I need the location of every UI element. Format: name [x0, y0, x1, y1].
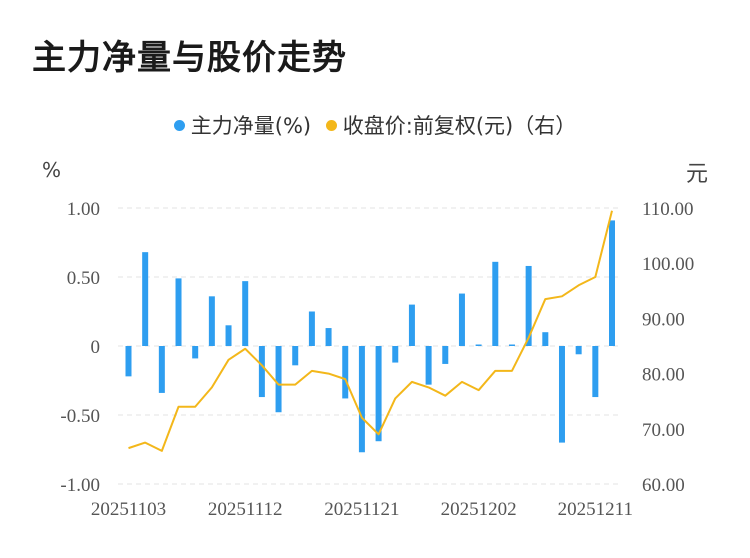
legend-dot-net-volume [173, 120, 185, 131]
bar-series [125, 220, 615, 453]
x-axis-ticks: 20251103 20251112 20251121 20251202 20251211 [91, 499, 633, 520]
right-axis-ticks: 110.00 100.00 90.00 80.00 70.00 60.00 [642, 199, 694, 496]
bar [258, 346, 265, 398]
x-tick-label: 20251202 [441, 499, 517, 520]
bar [442, 346, 449, 364]
bar [342, 346, 349, 399]
price-line [128, 210, 613, 452]
legend-item-close-price[interactable]: 收盘价:前复权(元)（右） [325, 110, 577, 140]
bar [458, 293, 465, 346]
bar [375, 346, 382, 442]
left-tick-label: 0 [91, 337, 101, 358]
line-series [128, 210, 613, 452]
legend-label-net-volume: 主力净量(%) [190, 114, 312, 138]
bar [208, 296, 215, 346]
bar [508, 344, 515, 346]
right-tick-label: 110.00 [642, 199, 694, 220]
left-tick-label: 1.00 [67, 199, 100, 220]
right-tick-label: 70.00 [642, 420, 685, 441]
bar [125, 346, 132, 377]
right-tick-label: 100.00 [642, 254, 694, 275]
bar [575, 346, 582, 355]
bar [175, 278, 182, 346]
bar [408, 304, 415, 346]
bar [542, 332, 549, 346]
left-axis-unit: % [42, 158, 62, 182]
bar [592, 346, 599, 398]
legend-item-net-volume[interactable]: 主力净量(%) [173, 110, 312, 140]
bar [192, 346, 199, 359]
bar [142, 252, 149, 346]
left-axis-ticks: 1.00 0.50 0 -0.50 -1.00 [60, 199, 100, 496]
right-tick-label: 90.00 [642, 309, 685, 330]
left-tick-label: -0.50 [60, 406, 100, 427]
x-tick-label: 20251103 [91, 499, 166, 520]
right-axis-unit: 元 [686, 162, 709, 187]
bar [492, 261, 499, 346]
bar [242, 281, 249, 346]
right-tick-label: 80.00 [642, 365, 685, 386]
bar [292, 346, 299, 366]
bar [558, 346, 565, 443]
bar [308, 311, 315, 346]
bar [425, 346, 432, 385]
bar [609, 220, 615, 346]
left-tick-label: -1.00 [60, 475, 100, 496]
chart-title: 主力净量与股价走势 [32, 38, 347, 78]
gridlines [118, 207, 622, 485]
x-tick-label: 20251121 [324, 499, 399, 520]
bar [325, 328, 332, 346]
bar [158, 346, 165, 393]
bar [525, 265, 532, 346]
legend: 主力净量(%) 收盘价:前复权(元)（右） [0, 110, 750, 140]
bar [392, 346, 399, 363]
x-tick-label: 20251211 [558, 499, 633, 520]
bar [358, 346, 365, 453]
bar [475, 344, 482, 346]
left-tick-label: 0.50 [67, 268, 100, 289]
bar [225, 325, 232, 346]
bar [275, 346, 282, 413]
right-tick-label: 60.00 [642, 475, 685, 496]
x-tick-label: 20251112 [208, 499, 283, 520]
legend-dot-close-price [325, 120, 337, 131]
legend-label-close-price: 收盘价:前复权(元)（右） [342, 114, 577, 138]
